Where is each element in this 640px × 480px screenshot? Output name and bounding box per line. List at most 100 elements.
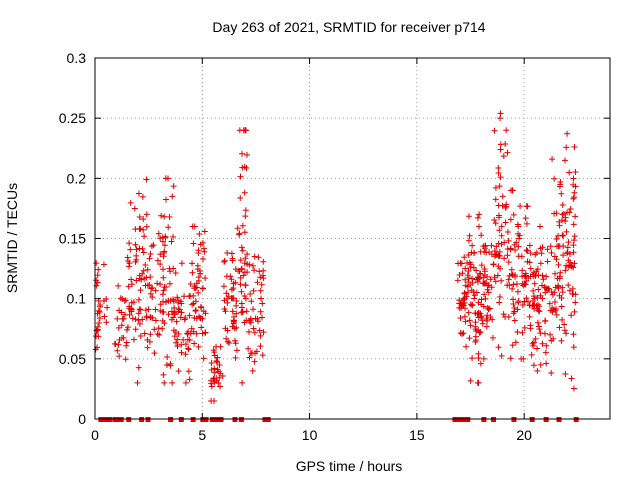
data-point: [199, 239, 206, 246]
data-point: [260, 258, 267, 265]
data-point: [500, 311, 507, 318]
data-point: [459, 330, 466, 337]
data-point: [208, 360, 215, 367]
data-point: [208, 383, 215, 390]
data-point: [181, 293, 188, 300]
data-point: [570, 181, 577, 188]
data-point: [160, 371, 167, 378]
data-point: [529, 298, 536, 305]
data-point: [254, 279, 261, 286]
data-point: [146, 255, 153, 262]
data-point: [519, 301, 526, 308]
data-point: [237, 194, 244, 201]
data-point: [472, 319, 479, 326]
data-point: [259, 272, 266, 279]
data-point: [160, 253, 167, 260]
data-point: [501, 239, 508, 246]
data-point: [250, 306, 257, 313]
data-point: [257, 287, 264, 294]
data-point: [94, 279, 101, 286]
data-point: [170, 265, 177, 272]
data-point: [225, 293, 232, 300]
data-point: [541, 330, 548, 337]
data-point: [482, 295, 489, 302]
data-point: [543, 273, 550, 280]
data-point: [248, 298, 255, 305]
data-point: [509, 187, 516, 194]
data-point: [157, 235, 164, 242]
data-point: [247, 291, 254, 298]
x-tick-label: 10: [302, 427, 318, 443]
data-point: [101, 313, 108, 320]
data-point: [160, 287, 167, 294]
data-point: [260, 329, 267, 336]
data-point: [530, 301, 537, 308]
data-point: [558, 303, 565, 310]
data-point: [178, 260, 185, 267]
data-point: [184, 336, 191, 343]
data-point: [121, 297, 128, 304]
data-point: [236, 231, 243, 238]
data-point: [243, 151, 250, 158]
data-point: [553, 305, 560, 312]
data-point: [159, 238, 166, 245]
data-point: [154, 280, 161, 287]
data-point: [474, 214, 481, 221]
data-point: [555, 261, 562, 268]
data-point: [457, 314, 464, 321]
data-point: [96, 303, 103, 310]
data-point: [571, 260, 578, 267]
data-point: [187, 281, 194, 288]
data-point: [543, 342, 550, 349]
data-point: [211, 352, 218, 359]
data-point: [462, 318, 469, 325]
data-point: [559, 217, 566, 224]
data-point: [171, 304, 178, 311]
data-point: [232, 279, 239, 286]
data-point: [157, 307, 164, 314]
data-point: [226, 339, 233, 346]
x-tick-label: 5: [198, 427, 206, 443]
data-point: [491, 247, 498, 254]
data-point: [135, 190, 142, 197]
data-point: [143, 176, 150, 183]
data-point: [476, 211, 483, 218]
data-point: [562, 157, 569, 164]
data-point: [143, 223, 150, 230]
data-point: [142, 307, 149, 314]
data-point: [568, 312, 575, 319]
data-point: [467, 264, 474, 271]
data-point: [136, 320, 143, 327]
data-point: [193, 284, 200, 291]
data-point: [160, 266, 167, 273]
data-point: [130, 336, 137, 343]
data-point: [464, 260, 471, 267]
data-point: [115, 341, 122, 348]
data-point: [137, 332, 144, 339]
data-point: [190, 300, 197, 307]
data-point: [93, 282, 100, 289]
data-point: [178, 341, 185, 348]
data-point: [93, 333, 100, 340]
data-point: [553, 236, 560, 243]
data-point: [174, 294, 181, 301]
data-point: [141, 233, 148, 240]
data-point: [192, 307, 199, 314]
data-point: [516, 235, 523, 242]
y-tick-label: 0.25: [59, 110, 86, 126]
data-point: [516, 232, 523, 239]
data-point: [498, 277, 505, 284]
data-point: [251, 358, 258, 365]
data-point: [136, 275, 143, 282]
data-point: [559, 289, 566, 296]
data-point: [182, 379, 189, 386]
data-point: [143, 274, 150, 281]
data-point: [242, 207, 249, 214]
data-point: [497, 265, 504, 272]
data-point: [221, 297, 228, 304]
data-point: [210, 376, 217, 383]
data-point: [546, 300, 553, 307]
data-point: [555, 232, 562, 239]
x-tick-label: 0: [91, 427, 99, 443]
data-point: [189, 301, 196, 308]
